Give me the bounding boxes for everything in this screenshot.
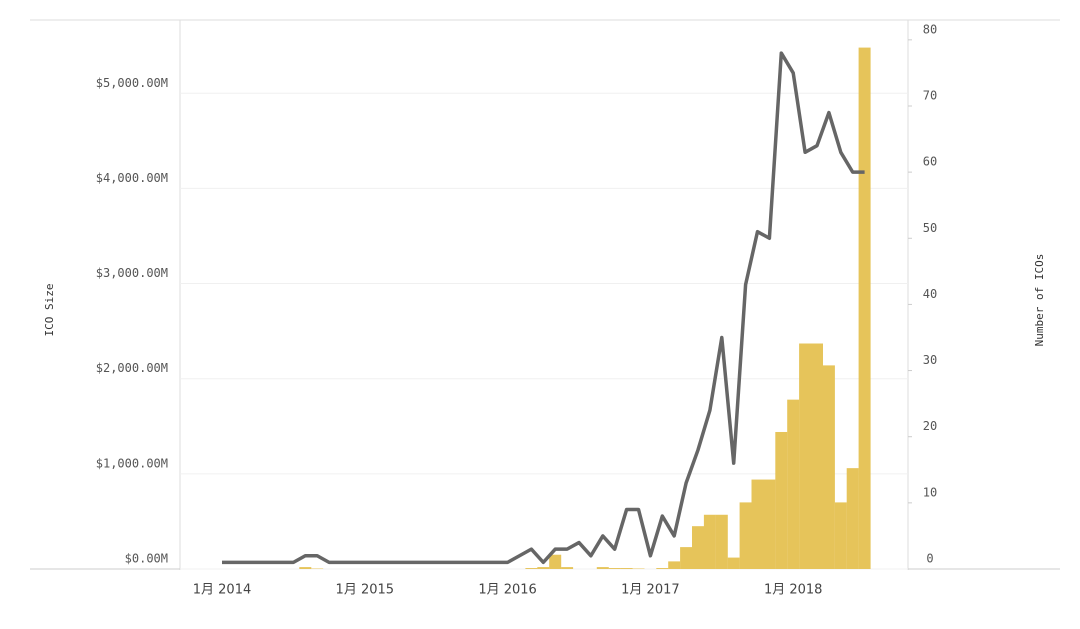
bar bbox=[858, 47, 871, 570]
y-axis-title: ICO Size bbox=[43, 284, 56, 337]
x-tick-label: 1月 2018 bbox=[764, 583, 823, 598]
y2-tick-label: 0 bbox=[926, 552, 933, 566]
bar bbox=[668, 561, 681, 569]
y2-tick-label: 50 bbox=[923, 221, 937, 235]
bar bbox=[787, 399, 800, 569]
bar bbox=[680, 547, 693, 569]
x-tick-label: 1月 2015 bbox=[336, 583, 395, 598]
x-tick-label: 1月 2014 bbox=[193, 583, 252, 598]
y2-axis-title: Number of ICOs bbox=[1033, 254, 1046, 347]
bar bbox=[549, 554, 562, 569]
y2-tick-label: 70 bbox=[923, 88, 937, 102]
bar bbox=[727, 557, 740, 569]
y2-tick-label: 30 bbox=[923, 353, 937, 367]
x-tick-label: 1月 2016 bbox=[478, 583, 537, 598]
bar bbox=[799, 343, 812, 569]
bar bbox=[822, 365, 835, 569]
bar bbox=[703, 514, 716, 569]
bar bbox=[834, 502, 847, 569]
line bbox=[222, 51, 865, 565]
bar bbox=[525, 568, 538, 569]
bar bbox=[299, 567, 312, 569]
y-tick-label: $0.00M bbox=[125, 552, 168, 566]
y2-tick-label: 10 bbox=[923, 485, 937, 499]
y-tick-label: $2,000.00M bbox=[96, 361, 168, 375]
bar bbox=[739, 502, 752, 569]
y-tick-label: $3,000.00M bbox=[96, 266, 168, 280]
bar bbox=[561, 567, 574, 569]
y2-tick-label: 80 bbox=[923, 22, 937, 36]
bar bbox=[811, 343, 823, 569]
y-tick-label: $1,000.00M bbox=[96, 456, 168, 470]
bar bbox=[715, 514, 728, 569]
y2-tick-label: 60 bbox=[923, 155, 937, 169]
bar bbox=[751, 479, 764, 569]
y2-tick-label: 20 bbox=[923, 419, 937, 433]
y-tick-label: $4,000.00M bbox=[96, 171, 168, 185]
bar bbox=[596, 567, 609, 569]
bar bbox=[763, 479, 776, 569]
bar bbox=[692, 526, 704, 569]
y-tick-label: $5,000.00M bbox=[96, 76, 168, 90]
y2-tick-label: 40 bbox=[923, 287, 937, 301]
bar bbox=[537, 567, 550, 569]
bar bbox=[608, 568, 621, 569]
bar bbox=[846, 468, 859, 569]
bar bbox=[775, 431, 788, 569]
x-tick-label: 1月 2017 bbox=[621, 583, 680, 598]
bar bbox=[620, 568, 633, 569]
bar bbox=[656, 568, 669, 569]
